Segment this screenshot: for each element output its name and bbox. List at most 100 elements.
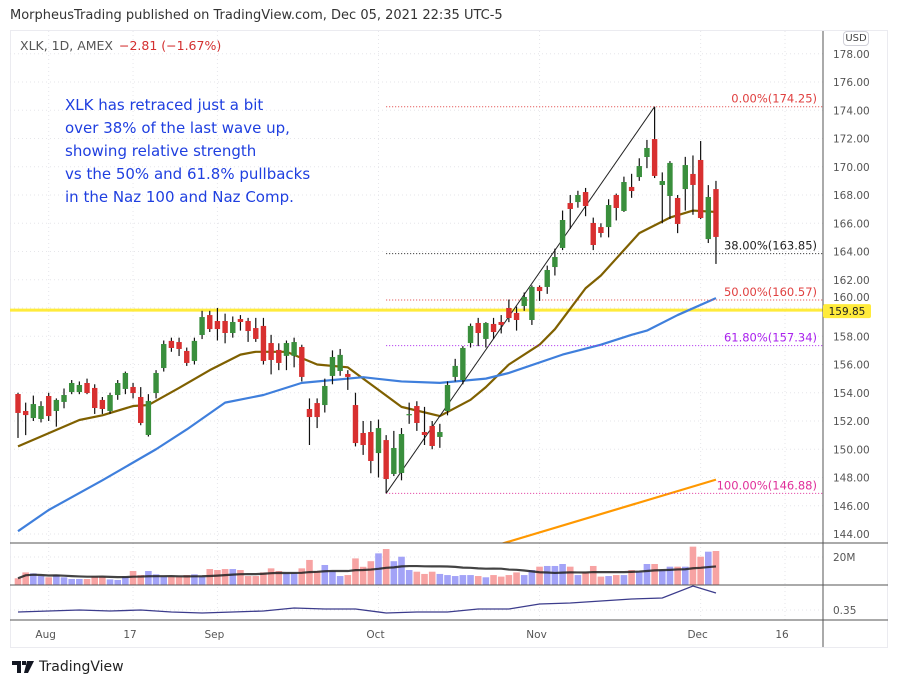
volume-bar (30, 573, 37, 585)
price-tick-label: 146.00 (833, 501, 870, 513)
volume-bar (267, 568, 275, 585)
candle (651, 106, 658, 179)
volume-bar (582, 572, 589, 585)
candle-body (22, 410, 29, 416)
candle-body (30, 404, 37, 419)
candle-body (268, 343, 274, 360)
candle-body (222, 320, 228, 334)
volume-bar (628, 570, 635, 585)
currency-button[interactable]: USD (843, 31, 869, 46)
candle (444, 381, 451, 416)
volume-pane (14, 546, 720, 585)
volume-bar (53, 575, 60, 585)
candle-body (582, 192, 589, 207)
candle-body (628, 186, 635, 192)
moving-average-line (17, 297, 717, 533)
candle (498, 315, 504, 334)
support-price-badge (823, 304, 871, 319)
candle (398, 428, 405, 481)
candle-body (398, 433, 405, 473)
candle-body (490, 323, 497, 333)
volume-bar (566, 566, 574, 585)
candle (421, 406, 428, 446)
candle-body (690, 173, 696, 185)
candle-body (383, 440, 389, 480)
volume-bar (605, 576, 612, 585)
candle-body (452, 365, 458, 377)
candle (713, 180, 719, 264)
candle-body (115, 383, 121, 396)
candle (613, 193, 619, 221)
candle-body (360, 433, 366, 446)
candle-body (253, 328, 259, 339)
candle-body (184, 350, 190, 363)
tradingview-logo[interactable]: TradingView (12, 659, 124, 675)
volume-bar (543, 565, 551, 585)
symbol-legend[interactable]: XLK, 1D, AMEX −2.81 (−1.67%) (20, 38, 221, 53)
fib-level-label: 100.00%(146.88) (717, 478, 817, 492)
candle (283, 340, 290, 371)
candle (245, 317, 251, 342)
candle-body (667, 162, 673, 196)
volume-bar (666, 566, 674, 585)
volume-bar (451, 576, 459, 585)
candle-body (636, 166, 642, 178)
volume-bar (520, 575, 528, 585)
annotation-line: XLK has retraced just a bit (65, 96, 264, 114)
candle-body (674, 197, 681, 224)
price-tick-label: 178.00 (833, 49, 870, 61)
volume-bar (37, 576, 45, 585)
volume-bar (68, 578, 75, 585)
candle (299, 344, 305, 382)
candle (544, 265, 550, 294)
volume-bar (83, 578, 91, 585)
candle (682, 156, 688, 211)
moving-average-line (500, 478, 717, 543)
candle-body (506, 308, 512, 319)
volume-bar (536, 566, 543, 585)
volume-bar (505, 575, 513, 585)
candle-body (598, 227, 604, 233)
candle (214, 308, 221, 341)
volume-bar (168, 576, 175, 585)
support-price-label: 159.85 (829, 306, 866, 318)
price-tick-label: 152.00 (833, 416, 870, 428)
volume-bar (497, 576, 505, 585)
candle (383, 435, 389, 494)
volume-bar (474, 576, 482, 585)
candle (536, 285, 543, 301)
volume-bar (421, 573, 428, 585)
candle (567, 195, 573, 229)
candle (153, 370, 159, 399)
candle (260, 317, 267, 365)
chart-annotation: XLK has retraced just a bit over 38% of … (65, 94, 310, 209)
volume-bar (175, 576, 183, 585)
tradingview-logo-icon (12, 661, 34, 673)
volume-bar (589, 565, 597, 585)
candle (575, 190, 581, 208)
moving-average-line (17, 209, 717, 448)
volume-bar (252, 576, 260, 585)
date-tick-label: Dec (687, 629, 708, 641)
price-tick-label: 162.00 (833, 275, 870, 287)
candle-body (605, 205, 612, 228)
candle-body (513, 312, 520, 321)
candle-body (644, 147, 650, 158)
volume-bar (697, 556, 704, 585)
volume-bar (712, 550, 720, 585)
candle-body (697, 159, 704, 219)
volume-bar (183, 575, 191, 585)
symbol-info: XLK, 1D, AMEX (20, 38, 113, 53)
candle (483, 322, 489, 348)
indicator-line (17, 585, 717, 614)
candle-body (214, 320, 221, 330)
candle (161, 340, 167, 372)
candle (598, 223, 604, 238)
volume-bar (99, 576, 106, 585)
date-tick-label: Sep (205, 629, 225, 641)
volume-bar (45, 577, 52, 585)
volume-ma-line (17, 564, 717, 580)
volume-bar (658, 570, 666, 585)
annotation-line: in the Naz 100 and Naz Comp. (65, 188, 294, 206)
